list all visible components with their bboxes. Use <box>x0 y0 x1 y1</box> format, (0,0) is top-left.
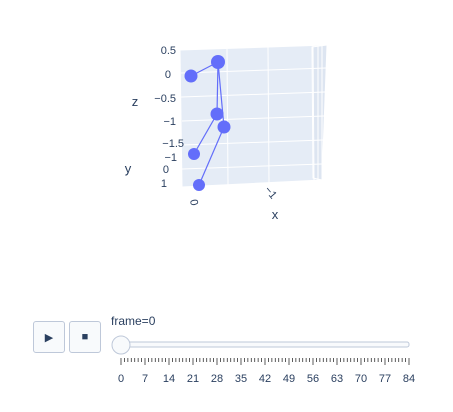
slider-tick-label: 14 <box>163 373 175 385</box>
scene-grid <box>180 45 327 186</box>
play-button[interactable]: ▶ <box>33 321 65 353</box>
y-tick-label: −1 <box>164 152 177 164</box>
bone-line <box>198 126 225 186</box>
z-axis-title: z <box>132 94 139 109</box>
slider-tick-label: 77 <box>379 373 391 385</box>
data-point <box>217 120 231 134</box>
data-point <box>188 148 200 160</box>
series-markers <box>184 55 231 191</box>
z-tick-labels: 0.5 0 −0.5 −1 −1.5 <box>154 45 184 150</box>
z-tick-label: −1.5 <box>162 138 184 150</box>
slider-ticks <box>120 358 410 365</box>
z-tick-label: −0.5 <box>154 93 176 105</box>
slider-handle[interactable] <box>111 335 131 355</box>
slider-tick-labels: 0 7 14 21 28 35 42 49 56 63 70 77 84 <box>118 373 415 385</box>
bone-line <box>193 113 218 155</box>
frame-prefix: frame= <box>111 314 149 328</box>
y-tick-label: 0 <box>163 164 169 176</box>
slider-tick-label: 42 <box>259 373 271 385</box>
slider-tick-label: 56 <box>307 373 319 385</box>
x-tick-label: −1 <box>262 184 279 201</box>
z-tick-label: 0 <box>165 69 171 81</box>
frame-slider[interactable]: 0 7 14 21 28 35 42 49 56 63 70 77 84 <box>111 335 415 385</box>
y-axis-title: y <box>125 161 132 176</box>
frame-label: frame=0 <box>111 314 155 328</box>
slider-tick-label: 0 <box>118 373 124 385</box>
scene-back-wall <box>179 44 328 188</box>
slider-rail <box>120 341 410 348</box>
slider-tick-label: 21 <box>187 373 199 385</box>
y-tick-label: 1 <box>161 178 167 190</box>
slider-tick-label: 7 <box>142 373 148 385</box>
slider-tick-label: 35 <box>235 373 247 385</box>
z-tick-label: −1 <box>163 116 176 128</box>
bone-line <box>216 61 219 115</box>
data-point <box>193 179 205 191</box>
data-point <box>210 107 224 121</box>
data-point <box>211 55 225 69</box>
z-tick-label: 0.5 <box>161 45 176 57</box>
slider-tick-label: 63 <box>331 373 343 385</box>
slider-tick-label: 84 <box>403 373 415 385</box>
frame-value: 0 <box>148 314 156 328</box>
slider-tick-label: 49 <box>283 373 295 385</box>
slider-tick-label: 70 <box>355 373 367 385</box>
slider-tick-label: 28 <box>211 373 223 385</box>
y-tick-labels: −1 0 1 <box>161 152 177 190</box>
x-tick-label: 0 <box>187 198 200 206</box>
data-point <box>184 69 198 83</box>
stop-button[interactable]: ■ <box>69 321 101 353</box>
x-axis-title: x <box>272 207 279 222</box>
